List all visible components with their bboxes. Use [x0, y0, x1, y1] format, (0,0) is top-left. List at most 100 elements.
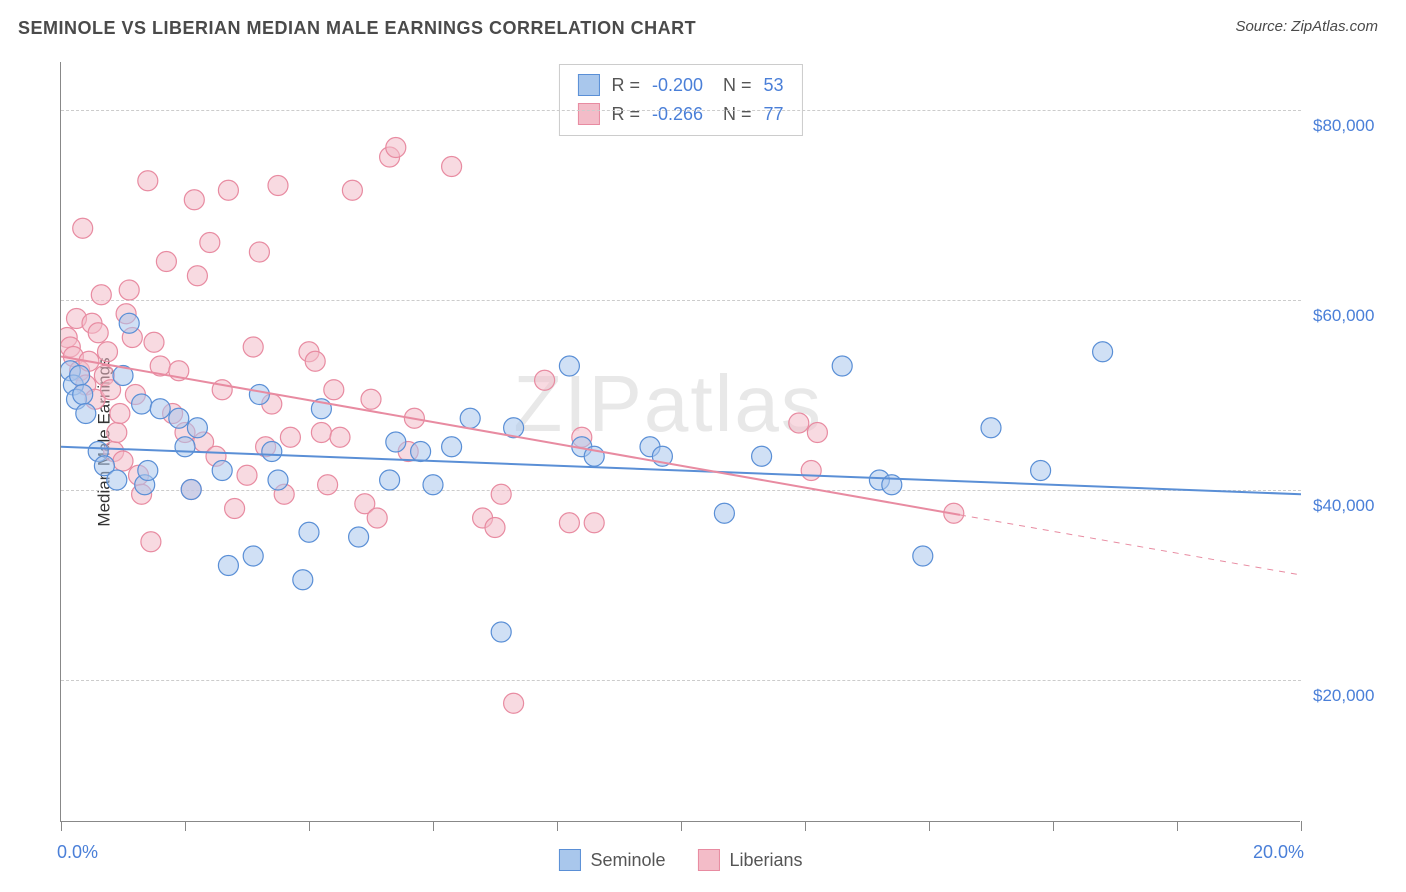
series-legend: Seminole Liberians: [558, 849, 802, 871]
data-point: [218, 556, 238, 576]
trend-line-extrapolated: [960, 515, 1301, 575]
x-tick: [681, 821, 682, 831]
chart-title: SEMINOLE VS LIBERIAN MEDIAN MALE EARNING…: [18, 18, 696, 39]
data-point: [249, 242, 269, 262]
data-point: [181, 480, 201, 500]
data-point: [144, 332, 164, 352]
data-point: [318, 475, 338, 495]
data-point: [249, 385, 269, 405]
y-tick-label: $80,000: [1313, 116, 1374, 136]
data-point: [559, 513, 579, 533]
legend-item-liberians: Liberians: [698, 849, 803, 871]
x-tick: [929, 821, 930, 831]
data-point: [107, 423, 127, 443]
data-point: [423, 475, 443, 495]
data-point: [73, 218, 93, 238]
legend-item-seminole: Seminole: [558, 849, 665, 871]
data-point: [1031, 461, 1051, 481]
x-tick: [1301, 821, 1302, 831]
data-point: [119, 313, 139, 333]
data-point: [212, 461, 232, 481]
data-point: [91, 285, 111, 305]
data-point: [460, 408, 480, 428]
data-point: [752, 446, 772, 466]
data-point: [559, 356, 579, 376]
data-point: [801, 461, 821, 481]
data-point: [187, 418, 207, 438]
y-tick-label: $20,000: [1313, 686, 1374, 706]
data-point: [243, 546, 263, 566]
legend-label-liberians: Liberians: [730, 850, 803, 871]
data-point: [342, 180, 362, 200]
data-point: [107, 470, 127, 490]
data-point: [324, 380, 344, 400]
data-point: [280, 427, 300, 447]
data-point: [299, 522, 319, 542]
data-point: [714, 503, 734, 523]
data-point: [243, 337, 263, 357]
x-tick-label: 20.0%: [1253, 842, 1304, 863]
data-point: [535, 370, 555, 390]
data-point: [293, 570, 313, 590]
data-point: [268, 470, 288, 490]
y-tick-label: $60,000: [1313, 306, 1374, 326]
source-attribution: Source: ZipAtlas.com: [1235, 18, 1378, 35]
swatch-seminole: [558, 849, 580, 871]
data-point: [119, 280, 139, 300]
data-point: [807, 423, 827, 443]
data-point: [262, 442, 282, 462]
legend-label-seminole: Seminole: [590, 850, 665, 871]
plot-area: ZIPatlas R = -0.200 N = 53 R = -0.266 N …: [60, 62, 1300, 822]
data-point: [268, 176, 288, 196]
data-point: [584, 513, 604, 533]
x-tick: [433, 821, 434, 831]
x-tick-label: 0.0%: [57, 842, 98, 863]
data-point: [138, 171, 158, 191]
chart-container: Median Male Earnings ZIPatlas R = -0.200…: [60, 62, 1378, 822]
x-tick: [1177, 821, 1178, 831]
x-tick: [557, 821, 558, 831]
data-point: [150, 399, 170, 419]
data-point: [184, 190, 204, 210]
data-point: [361, 389, 381, 409]
data-point: [237, 465, 257, 485]
data-point: [789, 413, 809, 433]
data-point: [169, 408, 189, 428]
data-point: [305, 351, 325, 371]
data-point: [225, 499, 245, 519]
data-point: [367, 508, 387, 528]
data-point: [330, 427, 350, 447]
data-point: [504, 693, 524, 713]
data-point: [73, 385, 93, 405]
data-point: [491, 622, 511, 642]
data-point: [88, 323, 108, 343]
data-point: [175, 437, 195, 457]
x-tick: [185, 821, 186, 831]
data-point: [138, 461, 158, 481]
data-point: [411, 442, 431, 462]
data-point: [141, 532, 161, 552]
data-point: [311, 423, 331, 443]
data-point: [981, 418, 1001, 438]
data-point: [349, 527, 369, 547]
data-point: [98, 342, 118, 362]
data-point: [442, 157, 462, 177]
data-point: [110, 404, 130, 424]
data-point: [913, 546, 933, 566]
data-point: [1093, 342, 1113, 362]
data-point: [113, 451, 133, 471]
data-point: [442, 437, 462, 457]
data-point: [380, 470, 400, 490]
data-point: [70, 366, 90, 386]
data-point: [76, 404, 96, 424]
data-point: [156, 252, 176, 272]
x-tick: [805, 821, 806, 831]
data-point: [132, 394, 152, 414]
swatch-liberians: [698, 849, 720, 871]
data-point: [386, 138, 406, 158]
scatter-svg: [61, 62, 1301, 822]
data-point: [386, 432, 406, 452]
data-point: [200, 233, 220, 253]
x-tick: [1053, 821, 1054, 831]
x-tick: [309, 821, 310, 831]
